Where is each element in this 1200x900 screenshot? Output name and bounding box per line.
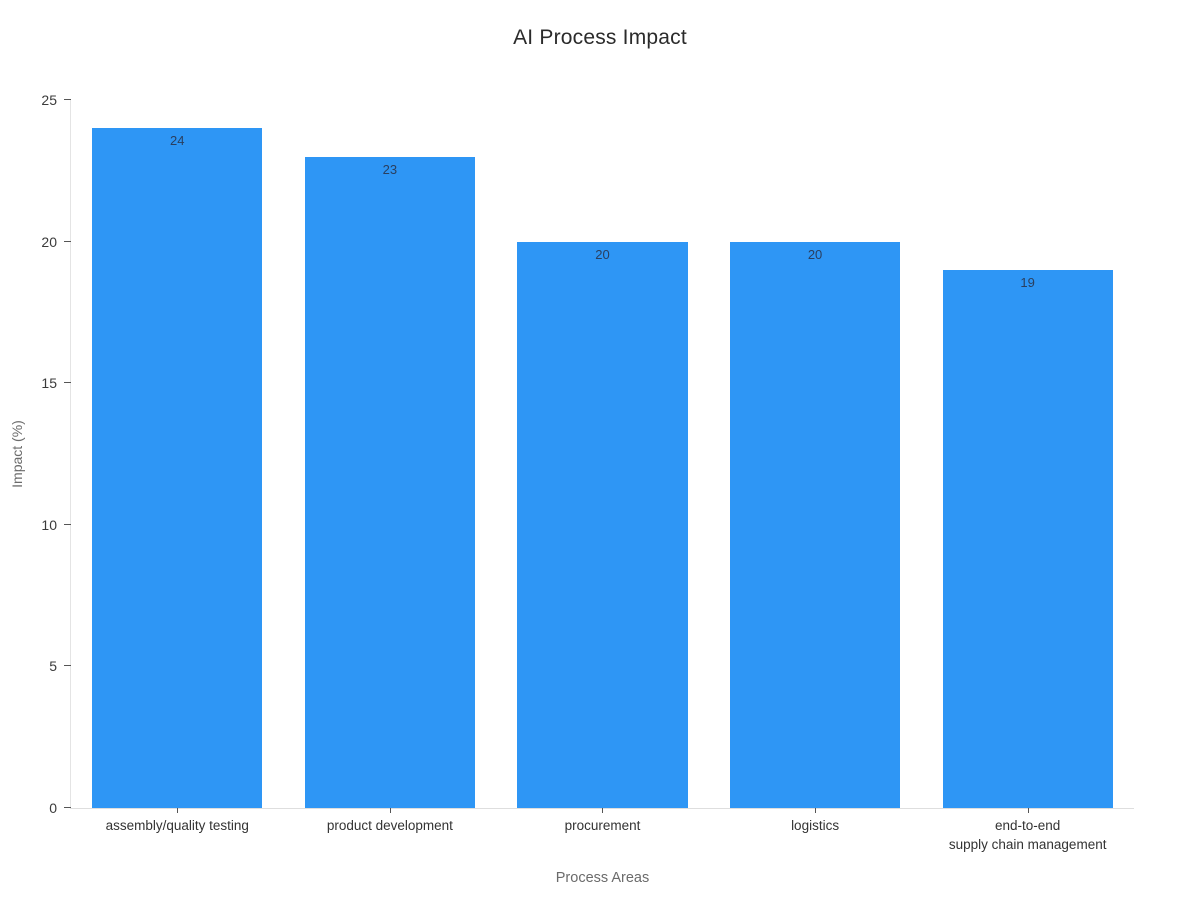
y-tick-mark xyxy=(64,99,71,100)
bar: 23 xyxy=(304,156,475,808)
x-tick-mark xyxy=(1027,808,1029,813)
bar-group: 24 assembly/quality testing xyxy=(71,100,284,833)
x-tick-mark xyxy=(389,808,391,813)
x-tick-label: procurement xyxy=(564,818,641,833)
bar-value-label: 19 xyxy=(1020,274,1035,290)
bar: 20 xyxy=(517,241,688,808)
x-tick-label: logistics xyxy=(791,818,840,833)
bar: 19 xyxy=(942,269,1113,808)
bar-group: 23 product development xyxy=(284,100,497,833)
bar-value-label: 24 xyxy=(170,133,185,149)
y-axis-title: Impact (%) xyxy=(9,420,25,488)
y-tick-mark xyxy=(64,665,71,667)
y-tick-label: 25 xyxy=(41,92,57,108)
x-tick-mark xyxy=(602,808,604,813)
y-tick-mark xyxy=(64,807,71,808)
bar-group: 19 end-to-end supply chain management xyxy=(921,100,1134,852)
x-tick-mark xyxy=(177,808,179,813)
chart-title: AI Process Impact xyxy=(513,26,687,49)
bar-value-label: 23 xyxy=(382,161,398,177)
bar-group: 20 procurement xyxy=(496,100,709,833)
y-tick-label: 5 xyxy=(49,658,57,675)
bar-slots: 24 assembly/quality testing 23 product deve… xyxy=(71,100,1134,852)
x-axis-title: Process Areas xyxy=(555,870,650,886)
x-tick-label: assembly/quality testing xyxy=(105,818,249,833)
x-tick-label: end-to-end supply chain management xyxy=(948,818,1107,852)
y-tick-label: 10 xyxy=(41,516,57,533)
x-tick-mark xyxy=(815,808,817,813)
y-tick-label: 0 xyxy=(49,800,57,816)
y-tick-label: 20 xyxy=(41,233,57,250)
plot-area: 24 assembly/quality testing 23 product deve… xyxy=(41,93,1134,886)
y-tick-mark xyxy=(64,523,71,525)
bar: 20 xyxy=(730,241,901,808)
bar: 24 xyxy=(92,128,263,808)
y-tick-mark xyxy=(64,240,71,242)
bar-group: 20 logistics xyxy=(709,100,922,833)
y-axis-title-wrap: Impact (%) xyxy=(2,100,32,808)
x-tick-label: product development xyxy=(326,818,453,833)
bar-value-label: 20 xyxy=(595,246,610,262)
y-tick-label: 15 xyxy=(41,375,57,392)
y-tick-mark xyxy=(64,382,71,384)
bar-value-label: 20 xyxy=(807,246,823,262)
